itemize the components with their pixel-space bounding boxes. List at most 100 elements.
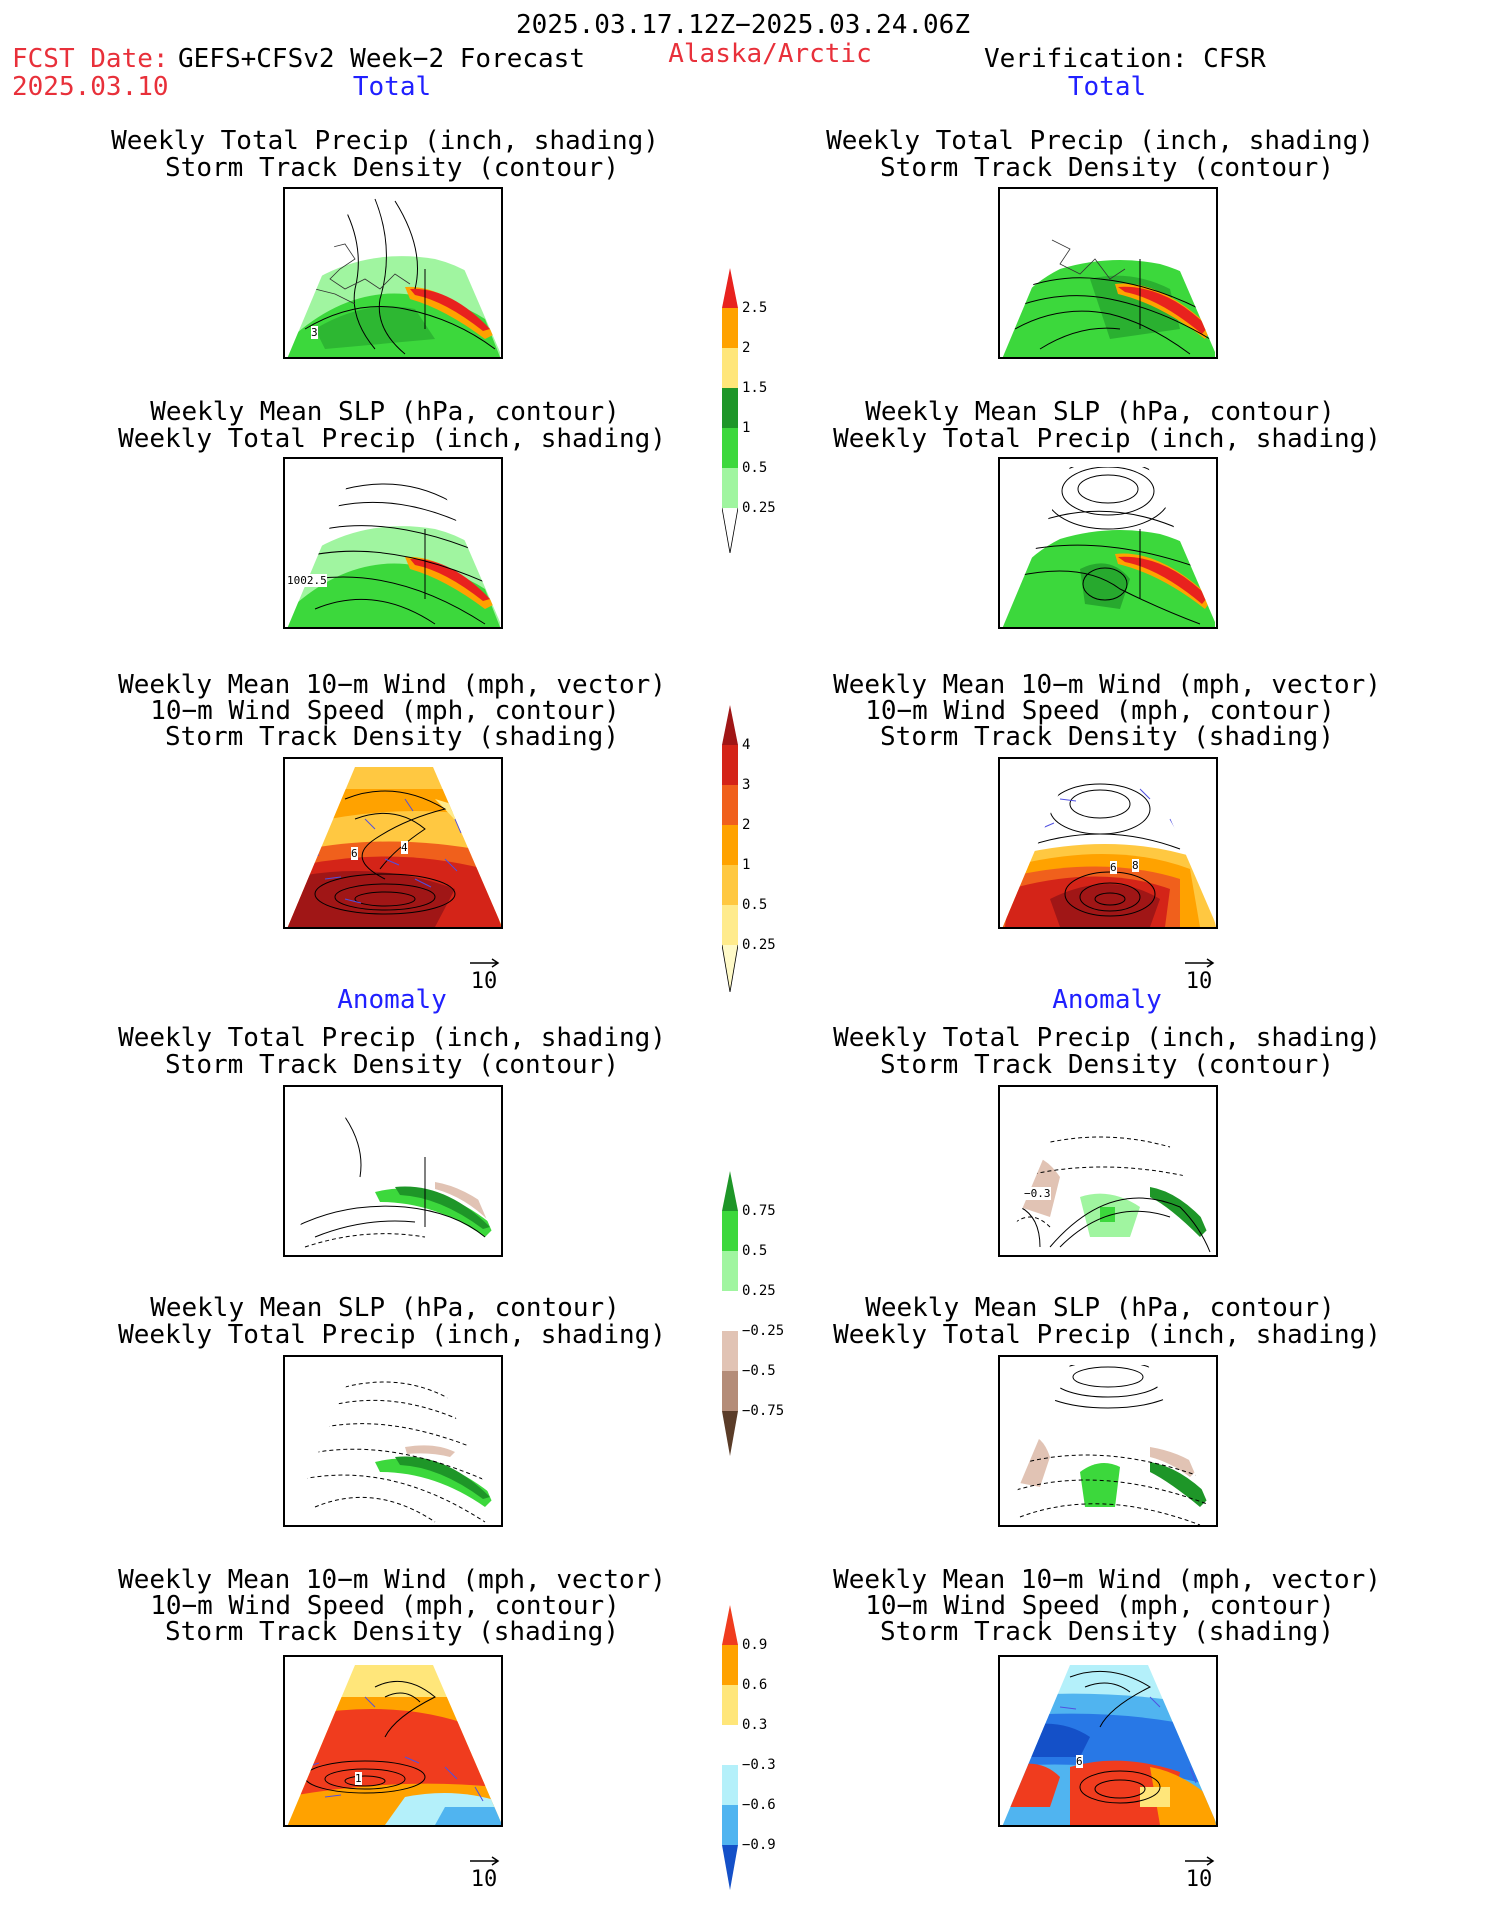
title-r6-left-l2: 10−m Wind Speed (mph, contour) — [150, 1591, 620, 1621]
contour-label: 3 — [311, 326, 318, 339]
vector-scale-r3-left: 10 — [454, 955, 514, 995]
cbar-label: 1 — [742, 857, 751, 873]
fcst-product: GEFS+CFSv2 Week−2 Forecast — [178, 44, 585, 74]
cbar-label: 1 — [742, 420, 751, 436]
cbar-label: 2 — [742, 340, 751, 356]
title-r3-right-l3: Storm Track Density (shading) — [880, 722, 1334, 752]
colorbar-anomaly-storm: 0.9 0.6 0.3 −0.3 −0.6 −0.9 — [722, 1605, 776, 1890]
cbar-seg — [722, 348, 738, 388]
title-r6-right-l2: 10−m Wind Speed (mph, contour) — [865, 1591, 1335, 1621]
map-total-wind-storm-verification: 6 8 — [998, 757, 1218, 929]
section-total-right: Total — [1067, 72, 1147, 102]
cbar-label: 1.5 — [742, 380, 768, 396]
map-anomaly-precip-storm-forecast — [283, 1085, 503, 1257]
title-r5-right-l1: Weekly Mean SLP (hPa, contour) — [865, 1293, 1335, 1323]
cbar-seg — [722, 308, 738, 348]
cbar-seg — [722, 825, 738, 865]
contour-label: −0.3 — [1024, 1187, 1051, 1200]
cbar-label: 0.75 — [742, 1203, 776, 1219]
cbar-seg — [722, 1645, 738, 1685]
cbar-seg — [722, 1211, 738, 1251]
cbar-label: 0.25 — [742, 500, 776, 516]
title-r2-right-l2: Weekly Total Precip (inch, shading) — [833, 424, 1381, 454]
title-r4-right-l1: Weekly Total Precip (inch, shading) — [833, 1023, 1381, 1053]
cbar-label: 0.5 — [742, 897, 768, 913]
contour-label: 1002.5 — [287, 574, 327, 587]
cbar-label: −0.3 — [742, 1757, 776, 1773]
title-r6-right-l1: Weekly Mean 10−m Wind (mph, vector) — [833, 1565, 1381, 1595]
vector-scale-label: 10 — [1185, 969, 1213, 994]
contour-label: 1 — [355, 1772, 362, 1785]
vector-scale-label: 10 — [470, 969, 498, 994]
cbar-label: −0.75 — [742, 1403, 785, 1419]
cbar-label: 0.5 — [742, 460, 768, 476]
cbar-seg — [722, 428, 738, 468]
cbar-label: −0.5 — [742, 1363, 776, 1379]
contour-label: 6 — [1110, 861, 1117, 874]
section-anomaly-right: Anomaly — [1052, 985, 1162, 1015]
title-r3-left-l1: Weekly Mean 10−m Wind (mph, vector) — [118, 670, 666, 700]
cbar-seg — [722, 388, 738, 428]
cbar-label: 3 — [742, 777, 751, 793]
cbar-seg — [722, 1171, 738, 1211]
map-anomaly-slp-precip-verification — [998, 1355, 1218, 1527]
title-r1-right-l2: Storm Track Density (contour) — [880, 153, 1334, 183]
map-total-slp-precip-verification — [998, 457, 1218, 629]
map-anomaly-wind-storm-verification: 6 — [998, 1655, 1218, 1827]
contour-label: 8 — [1132, 859, 1139, 872]
cbar-seg — [722, 1291, 738, 1331]
cbar-label: 0.6 — [742, 1677, 768, 1693]
cbar-label: 4 — [742, 737, 751, 753]
title-r3-right-l1: Weekly Mean 10−m Wind (mph, vector) — [833, 670, 1381, 700]
cbar-seg — [722, 1725, 738, 1765]
title-r3-left-l3: Storm Track Density (shading) — [165, 722, 619, 752]
cbar-label: 0.25 — [742, 937, 776, 953]
title-r4-right-l2: Storm Track Density (contour) — [880, 1050, 1334, 1080]
title-r5-right-l2: Weekly Total Precip (inch, shading) — [833, 1320, 1381, 1350]
title-r1-left-l1: Weekly Total Precip (inch, shading) — [111, 126, 659, 156]
cbar-seg — [722, 705, 738, 745]
title-r4-left-l2: Storm Track Density (contour) — [165, 1050, 619, 1080]
title-r3-left-l2: 10−m Wind Speed (mph, contour) — [150, 696, 620, 726]
cbar-seg — [722, 1605, 738, 1645]
title-r6-left-l3: Storm Track Density (shading) — [165, 1617, 619, 1647]
title-r1-left-l2: Storm Track Density (contour) — [165, 153, 619, 183]
cbar-label: 0.25 — [742, 1283, 776, 1299]
title-r5-left-l1: Weekly Mean SLP (hPa, contour) — [150, 1293, 620, 1323]
contour-label: 6 — [1076, 1755, 1083, 1768]
cbar-seg — [722, 1805, 738, 1845]
cbar-seg — [722, 945, 738, 992]
title-r1-right-l1: Weekly Total Precip (inch, shading) — [826, 126, 1374, 156]
title-r5-left-l2: Weekly Total Precip (inch, shading) — [118, 1320, 666, 1350]
section-total-left: Total — [352, 72, 432, 102]
cbar-label: 0.3 — [742, 1717, 768, 1733]
vector-scale-r6-left: 10 — [454, 1853, 514, 1893]
cbar-seg — [722, 865, 738, 905]
title-r2-left-l1: Weekly Mean SLP (hPa, contour) — [150, 397, 620, 427]
cbar-seg — [722, 1765, 738, 1805]
map-total-slp-precip-forecast: 1002.5 — [283, 457, 503, 629]
title-r6-right-l3: Storm Track Density (shading) — [880, 1617, 1334, 1647]
map-anomaly-wind-storm-forecast: 1 — [283, 1655, 503, 1827]
cbar-seg — [722, 468, 738, 508]
cbar-label: 0.5 — [742, 1243, 768, 1259]
vector-scale-label: 10 — [470, 1867, 498, 1892]
title-r4-left-l1: Weekly Total Precip (inch, shading) — [118, 1023, 666, 1053]
cbar-seg — [722, 1371, 738, 1411]
colorbar-anomaly-precip: 0.75 0.5 0.25 −0.25 −0.5 −0.75 — [722, 1171, 784, 1456]
map-anomaly-precip-storm-verification: −0.3 — [998, 1085, 1218, 1257]
map-total-precip-storm-verification — [998, 187, 1218, 359]
contour-label: 6 — [351, 847, 358, 860]
cbar-seg — [722, 905, 738, 945]
cbar-label: 2.5 — [742, 300, 768, 316]
cbar-seg — [722, 745, 738, 785]
title-r6-left-l1: Weekly Mean 10−m Wind (mph, vector) — [118, 1565, 666, 1595]
cbar-label: 0.9 — [742, 1637, 768, 1653]
map-anomaly-slp-precip-forecast — [283, 1355, 503, 1527]
cbar-seg — [722, 1685, 738, 1725]
title-r2-left-l2: Weekly Total Precip (inch, shading) — [118, 424, 666, 454]
cbar-seg — [722, 1845, 738, 1890]
map-total-wind-storm-forecast: 6 4 — [283, 757, 503, 929]
cbar-seg — [722, 1331, 738, 1371]
fcst-date-label: FCST Date: — [12, 44, 169, 74]
